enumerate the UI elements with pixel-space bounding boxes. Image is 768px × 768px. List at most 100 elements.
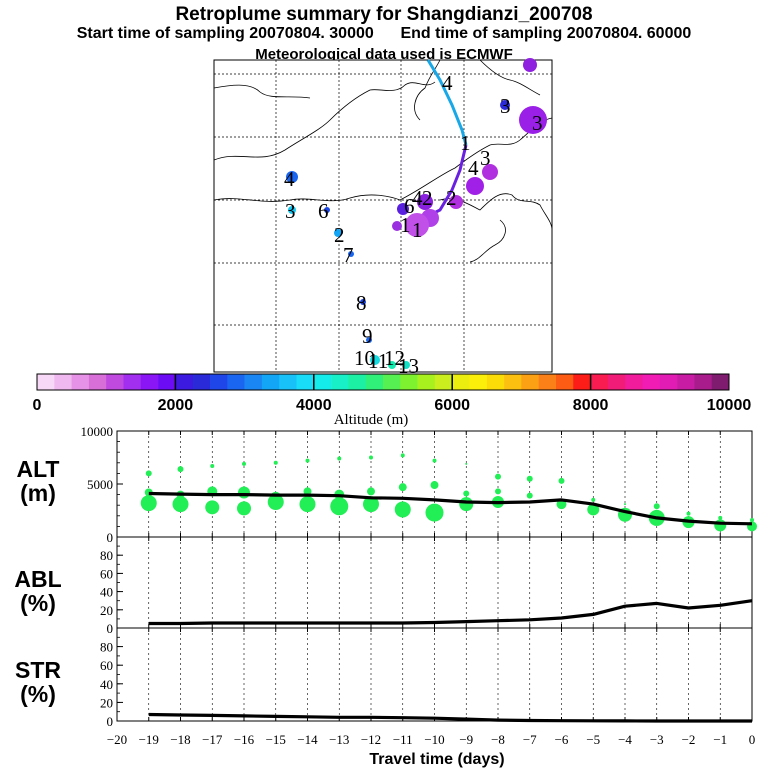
x-tick-label: −4 xyxy=(618,732,632,747)
plume-blob xyxy=(366,337,372,343)
colorbar-swatch xyxy=(123,374,142,390)
trajectory-day-label: 3 xyxy=(500,94,511,118)
y-label: ABL xyxy=(14,566,61,592)
y-tick-label: 20 xyxy=(100,695,113,710)
colorbar-swatch xyxy=(192,374,211,390)
colorbar-swatch xyxy=(556,374,574,390)
x-tick-label: −12 xyxy=(361,732,381,747)
x-tick-label: −15 xyxy=(266,732,286,747)
colorbar-swatch xyxy=(175,374,193,390)
trajectory-day-label: 11 xyxy=(368,349,388,373)
trajectory-day-label: 1 xyxy=(400,213,411,237)
x-tick-label: −6 xyxy=(555,732,569,747)
x-tick-label: −18 xyxy=(170,732,190,747)
sampling-times: Start time of sampling 20070804. 30000 E… xyxy=(0,25,768,43)
scatter-point xyxy=(686,511,691,516)
map-frame xyxy=(213,59,553,373)
scatter-point xyxy=(465,462,468,465)
y-label: (m) xyxy=(20,480,56,506)
trajectory-day-label: 2 xyxy=(422,186,433,210)
colorbar-swatch xyxy=(244,374,263,390)
y-tick-label: 0 xyxy=(107,714,114,729)
series-line xyxy=(148,599,753,626)
start-time: Start time of sampling 20070804. 30000 xyxy=(76,25,374,42)
plume-blob xyxy=(388,361,396,369)
scatter-point xyxy=(140,495,157,512)
scatter-point xyxy=(495,473,501,480)
scatter-point xyxy=(299,496,316,513)
colorbar-tick-label: 8000 xyxy=(573,397,609,414)
scatter-point xyxy=(369,455,373,460)
colorbar-swatch xyxy=(469,374,488,390)
colorbar-swatch xyxy=(573,374,591,390)
scatter-point xyxy=(267,494,284,511)
colorbar-swatch xyxy=(642,374,661,390)
trajectory-upper xyxy=(426,59,468,146)
x-tick-label: −1 xyxy=(713,732,727,747)
x-tick-label: −17 xyxy=(202,732,223,747)
scatter-point xyxy=(305,458,310,463)
x-tick-label: −7 xyxy=(523,732,537,747)
y-tick-label: 0 xyxy=(107,621,114,636)
colorbar-swatch xyxy=(88,374,107,390)
trajectory-day-label: 9 xyxy=(362,324,373,348)
scatter-point xyxy=(237,501,251,516)
colorbar-swatch xyxy=(365,374,384,390)
scatter-point xyxy=(430,481,439,490)
colorbar-swatch xyxy=(54,374,72,390)
scatter-point xyxy=(205,500,220,515)
scatter-point xyxy=(303,487,312,496)
plume-blob xyxy=(523,58,537,72)
panel-abl: 0 20 40 60 80 ABL(%) xyxy=(14,536,753,636)
colorbar-swatch xyxy=(227,374,245,390)
scatter-point xyxy=(432,458,437,463)
y-tick-label: 40 xyxy=(100,677,113,692)
x-tick-label: −2 xyxy=(682,732,696,747)
scatter-point xyxy=(394,501,411,518)
colorbar-swatch xyxy=(348,374,366,390)
chart-title: Retroplume summary for Shangdianzi_20070… xyxy=(175,4,593,25)
colorbar-swatch xyxy=(210,374,228,390)
y-tick-label: 60 xyxy=(100,566,113,581)
x-tick-label: −19 xyxy=(139,732,159,747)
scatter-point xyxy=(145,470,152,477)
trajectory-day-label: 10 xyxy=(354,346,375,370)
colorbar-swatch xyxy=(607,374,626,390)
y-label: (%) xyxy=(20,681,56,707)
trajectory-day-label: 7 xyxy=(343,243,354,267)
plume-blob xyxy=(402,361,410,369)
plume-blob xyxy=(482,164,498,180)
time-series-panels: 0500010000ALT(m)020406080ABL(%)020406080… xyxy=(14,424,757,768)
plume-blob xyxy=(449,195,463,209)
trajectory-day-label: 6 xyxy=(404,194,415,218)
plume-blob xyxy=(500,100,510,110)
trajectory-day-label: 12 xyxy=(384,346,405,370)
scatter-point xyxy=(495,488,501,495)
y-tick-label: 20 xyxy=(100,603,113,618)
colorbar-swatch xyxy=(140,374,159,390)
scatter-point xyxy=(210,463,215,468)
colorbar-tick-label: 0 xyxy=(33,397,42,414)
plume-blob xyxy=(370,355,380,365)
scatter-point xyxy=(718,515,723,520)
end-time: End time of sampling 20070804. 60000 xyxy=(400,25,692,42)
plume-blob xyxy=(286,171,298,183)
x-tick-label: −8 xyxy=(491,732,505,747)
colorbar-swatch xyxy=(677,374,695,390)
scatter-point xyxy=(400,453,405,458)
colorbar-swatch xyxy=(296,374,315,390)
colorbar-swatch xyxy=(521,374,539,390)
trajectory-day-label: 3 xyxy=(480,146,491,170)
plume-blob xyxy=(417,194,433,210)
x-tick-label: −3 xyxy=(650,732,664,747)
colorbar-swatch xyxy=(694,374,712,390)
x-tick-label: −10 xyxy=(424,732,444,747)
plume-blob xyxy=(348,251,354,257)
colorbar-swatch xyxy=(331,374,349,390)
trajectory-day-label: 1 xyxy=(412,218,423,242)
y-tick-label: 10000 xyxy=(81,424,114,439)
scatter-point xyxy=(558,477,565,484)
y-tick-label: 80 xyxy=(100,548,113,563)
